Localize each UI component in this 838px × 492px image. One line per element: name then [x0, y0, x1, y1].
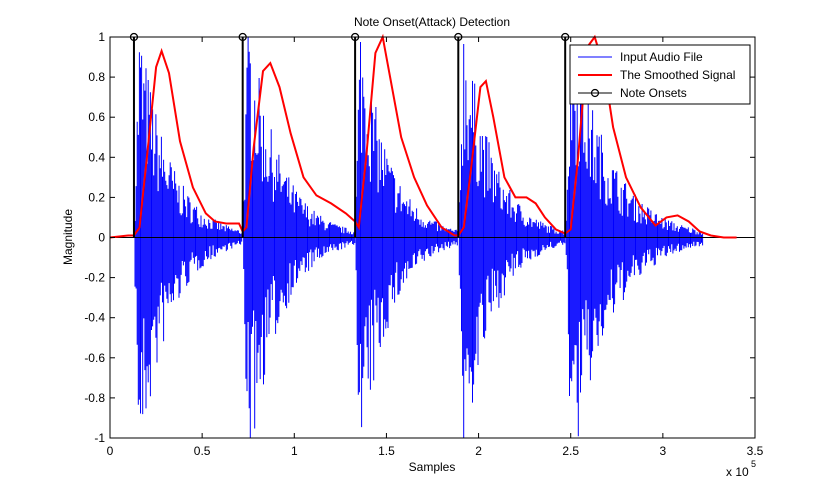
y-tick-label: -0.2 — [84, 271, 105, 285]
x-tick-label: 2.5 — [562, 444, 579, 458]
y-tick-label: -0.6 — [84, 351, 105, 365]
y-tick-label: -0.4 — [84, 311, 105, 325]
y-tick-label: 0.2 — [88, 190, 105, 204]
y-axis-label: Magnitude — [61, 209, 75, 265]
x-tick-label: 1.5 — [378, 444, 395, 458]
y-tick-label: -0.8 — [84, 391, 105, 405]
y-axis-ticks: 1 0.8 0.6 0.4 0.2 0 -0.2 -0.4 -0.6 -0.8 -1 — [84, 30, 755, 445]
legend-marker-onsets — [590, 88, 600, 98]
chart-title: Note Onset(Attack) Detection — [354, 15, 510, 29]
y-tick-label: 0 — [98, 231, 105, 245]
legend-label-smoothed: The Smoothed Signal — [620, 68, 735, 82]
x-exponent-power: 5 — [751, 459, 756, 469]
y-tick-label: 0.8 — [88, 70, 105, 84]
y-tick-label: 0.4 — [88, 150, 105, 164]
x-axis-label: Samples — [409, 460, 456, 474]
x-tick-label: 1 — [291, 444, 298, 458]
x-tick-label: 0 — [107, 444, 114, 458]
x-tick-label: 2 — [475, 444, 482, 458]
legend: Input Audio File The Smoothed Signal Not… — [569, 44, 751, 105]
x-axis-ticks: 0 0.5 1 1.5 2 2.5 3 3.5 — [107, 37, 764, 458]
x-tick-label: 0.5 — [194, 444, 211, 458]
x-tick-label: 3 — [660, 444, 667, 458]
note-onsets-series — [129, 32, 570, 238]
y-tick-label: 1 — [98, 30, 105, 44]
y-tick-label: 0.6 — [88, 110, 105, 124]
x-tick-label: 3.5 — [747, 444, 764, 458]
y-tick-label: -1 — [94, 431, 105, 445]
legend-label-onsets: Note Onsets — [620, 86, 687, 100]
legend-label-audio: Input Audio File — [620, 50, 703, 64]
x-exponent-label: x 10 — [726, 465, 749, 479]
